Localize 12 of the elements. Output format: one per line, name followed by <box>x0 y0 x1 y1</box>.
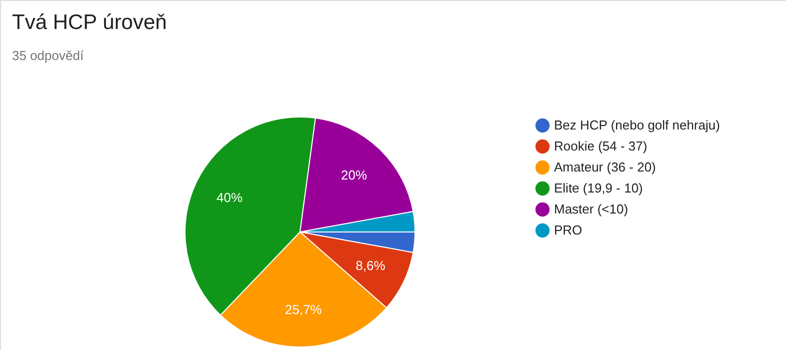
data-label: 20% <box>341 168 368 182</box>
data-label: 40% <box>216 190 244 206</box>
legend-label: Elite (19,9 - 10) <box>554 180 643 196</box>
data-label: 25,7% <box>285 302 322 318</box>
text: 35 odpovědí <box>12 48 84 63</box>
legend-label: Bez HCP (nebo golf nehraju) <box>554 118 720 132</box>
chart-title: Tvá HCP úroveň <box>12 11 167 34</box>
data-label: 8,6% <box>356 258 386 273</box>
legend-label: PRO <box>554 222 582 238</box>
legend-label: Amateur (36 - 20) <box>554 160 656 174</box>
legend-label: Master (<10) <box>554 202 628 216</box>
legend-label: Rookie (54 - 37) <box>554 138 648 154</box>
